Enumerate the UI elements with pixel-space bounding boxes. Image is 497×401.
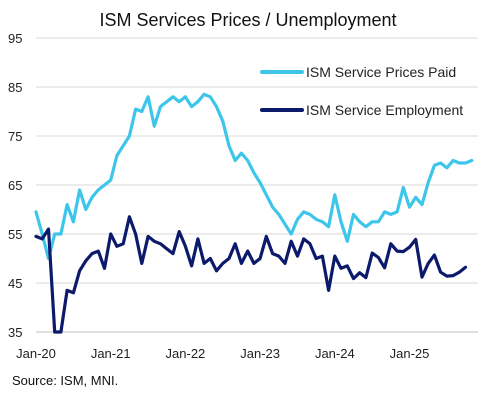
y-tick-label: 45 [8, 276, 22, 291]
x-tick-label: Jan-25 [390, 346, 430, 361]
x-tick-label: Jan-20 [16, 346, 56, 361]
x-tick-label: Jan-21 [91, 346, 131, 361]
series-lines [34, 92, 474, 334]
y-tick-label: 55 [8, 227, 22, 242]
x-tick-label: Jan-22 [166, 346, 206, 361]
y-tick-label: 65 [8, 178, 22, 193]
series-line-employment [34, 215, 468, 334]
legend: ISM Service Prices Paid ISM Service Emplo… [260, 64, 463, 118]
x-tick-label: Jan-24 [315, 346, 355, 361]
x-axis-ticks: Jan-20 Jan-21 Jan-22 Jan-23 Jan-24 Jan-25 [16, 346, 429, 361]
source-note: Source: ISM, MNI. [12, 373, 119, 388]
chart-title: ISM Services Prices / Unemployment [99, 10, 396, 30]
y-axis-ticks: 35 45 55 65 75 85 95 [8, 31, 22, 340]
y-tick-label: 75 [8, 129, 22, 144]
legend-label: ISM Service Prices Paid [306, 64, 456, 80]
y-tick-label: 95 [8, 31, 22, 46]
series-line-prices-paid [34, 92, 474, 261]
y-tick-label: 85 [8, 80, 22, 95]
x-tick-label: Jan-23 [240, 346, 280, 361]
legend-label: ISM Service Employment [306, 102, 463, 118]
y-tick-label: 35 [8, 325, 22, 340]
